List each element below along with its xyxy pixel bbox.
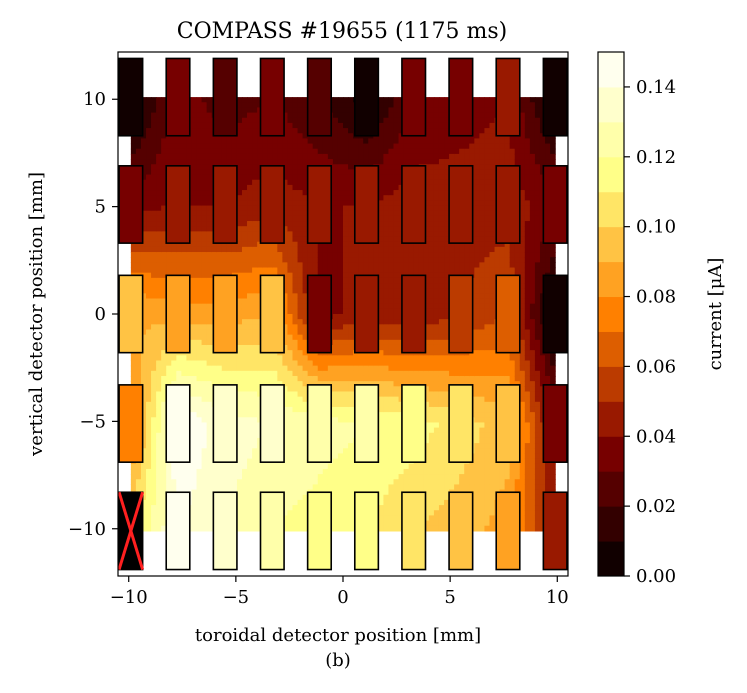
detector-cell-r1-c5	[353, 165, 380, 244]
detector-cell-r3-c9	[542, 384, 568, 463]
colorbar-level	[598, 436, 624, 472]
faulty-detector-marker	[117, 491, 145, 570]
detector-cell-r0-c7	[448, 57, 474, 137]
detector-cell-r3-c0	[118, 384, 144, 463]
detector-cell-r3-c2	[212, 384, 238, 463]
colorbar-level	[598, 121, 624, 158]
detector-cell-r1-c2	[212, 165, 238, 244]
y-tick-label: −10	[68, 519, 106, 540]
detector-cell-r1-c4	[306, 165, 333, 244]
detector-cell-r4-c8	[495, 491, 521, 571]
colorbar-tick-label: 0.00	[636, 566, 676, 587]
colorbar-label: current [μA]	[705, 258, 726, 371]
colorbar-level	[598, 471, 624, 507]
detector-cell-r0-c6	[401, 57, 427, 137]
y-axis: 10 5 0 −5 −10	[68, 89, 118, 540]
detector-cell-r1-c3	[259, 165, 285, 244]
colorbar-level	[598, 226, 624, 263]
colorbar-tick-label: 0.04	[636, 426, 676, 447]
colorbar-tick-label: 0.10	[636, 217, 676, 238]
detector-cell-r0-c5	[353, 57, 380, 137]
colorbar-tick-label: 0.14	[636, 77, 676, 98]
colorbar-level	[598, 261, 624, 298]
detector-cell-r3-c6	[401, 384, 427, 463]
detector-cells	[118, 57, 568, 571]
detector-cell-r3-c3	[259, 384, 285, 463]
y-axis-label: vertical detector position [mm]	[26, 172, 47, 457]
x-tick-label: −10	[110, 587, 148, 608]
colorbar-tick-label: 0.06	[636, 356, 676, 377]
detector-cell-r2-c2	[212, 274, 238, 354]
detector-cell-r4-c2	[212, 491, 238, 571]
plot-area	[117, 51, 569, 577]
detector-cell-r0-c0	[118, 57, 144, 137]
detector-cell-r0-c3	[259, 57, 285, 137]
colorbar-level	[598, 156, 624, 193]
detector-cell-r4-c9	[542, 491, 568, 571]
detector-cell-r1-c7	[448, 165, 474, 244]
colorbar-tick-label: 0.08	[636, 287, 676, 308]
detector-cell-r0-c9	[542, 57, 568, 137]
detector-cell-r2-c9	[542, 274, 568, 354]
detector-cell-r3-c5	[353, 384, 380, 463]
detector-cell-r4-c4	[306, 491, 333, 571]
y-tick-label: −5	[79, 411, 106, 432]
x-tick-label: 10	[546, 587, 569, 608]
colorbar: 0.00 0.02 0.04 0.06 0.08 0.10 0.12 0.14	[597, 51, 676, 587]
detector-cell-r3-c8	[495, 384, 521, 463]
detector-cell-r1-c1	[165, 165, 191, 244]
detector-cell-r1-c0	[118, 165, 144, 244]
detector-cell-r2-c8	[495, 274, 521, 354]
colorbar-tick-label: 0.12	[636, 147, 676, 168]
detector-cell-r1-c9	[542, 165, 568, 244]
detector-cell-r3-c7	[448, 384, 474, 463]
x-tick-label: 5	[444, 587, 455, 608]
colorbar-level	[598, 541, 624, 577]
detector-cell-r1-c8	[495, 165, 521, 244]
detector-cell-r0-c1	[165, 57, 191, 137]
y-tick-label: 10	[83, 89, 106, 110]
detector-cell-r2-c1	[165, 274, 191, 354]
colorbar-level	[598, 401, 624, 437]
detector-cell-r2-c3	[259, 274, 285, 354]
detector-cell-r4-c3	[259, 491, 285, 571]
chart-title: COMPASS #19655 (1175 ms)	[177, 19, 508, 44]
detector-cell-r0-c4	[306, 57, 333, 137]
detector-cell-r4-c7	[448, 491, 474, 571]
detector-cell-r3-c1	[165, 384, 191, 463]
y-tick-label: 5	[95, 197, 106, 218]
colorbar-level	[598, 52, 624, 88]
detector-cell-r2-c0	[118, 274, 144, 354]
figure-caption: (b)	[325, 650, 351, 671]
colorbar-level	[598, 331, 624, 367]
interpolated-field	[130, 97, 556, 532]
detector-cell-r1-c6	[401, 165, 427, 244]
colorbar-level	[598, 86, 624, 123]
colorbar-frame	[597, 51, 625, 577]
x-axis-label: toroidal detector position [mm]	[195, 625, 481, 646]
x-tick-label: 0	[337, 587, 348, 608]
y-tick-label: 0	[95, 304, 106, 325]
detector-cell-r2-c7	[448, 274, 474, 354]
detector-cell-r4-c1	[165, 491, 191, 571]
detector-cell-r4-c6	[401, 491, 427, 571]
detector-cell-r2-c6	[401, 274, 427, 354]
detector-cell-r2-c5	[353, 274, 380, 354]
colorbar-level	[598, 366, 624, 402]
colorbar-tick-label: 0.02	[636, 496, 676, 517]
x-tick-label: −5	[223, 587, 250, 608]
detector-cell-r0-c2	[212, 57, 238, 137]
colorbar-level	[598, 191, 624, 228]
detector-cell-r2-c4	[306, 274, 333, 354]
x-axis: −10 −5 0 5 10	[110, 576, 569, 608]
detector-cell-r0-c8	[495, 57, 521, 137]
colorbar-level	[598, 506, 624, 542]
colorbar-level	[598, 296, 624, 332]
detector-cell-r3-c4	[306, 384, 333, 463]
detector-cell-r4-c5	[353, 491, 380, 571]
